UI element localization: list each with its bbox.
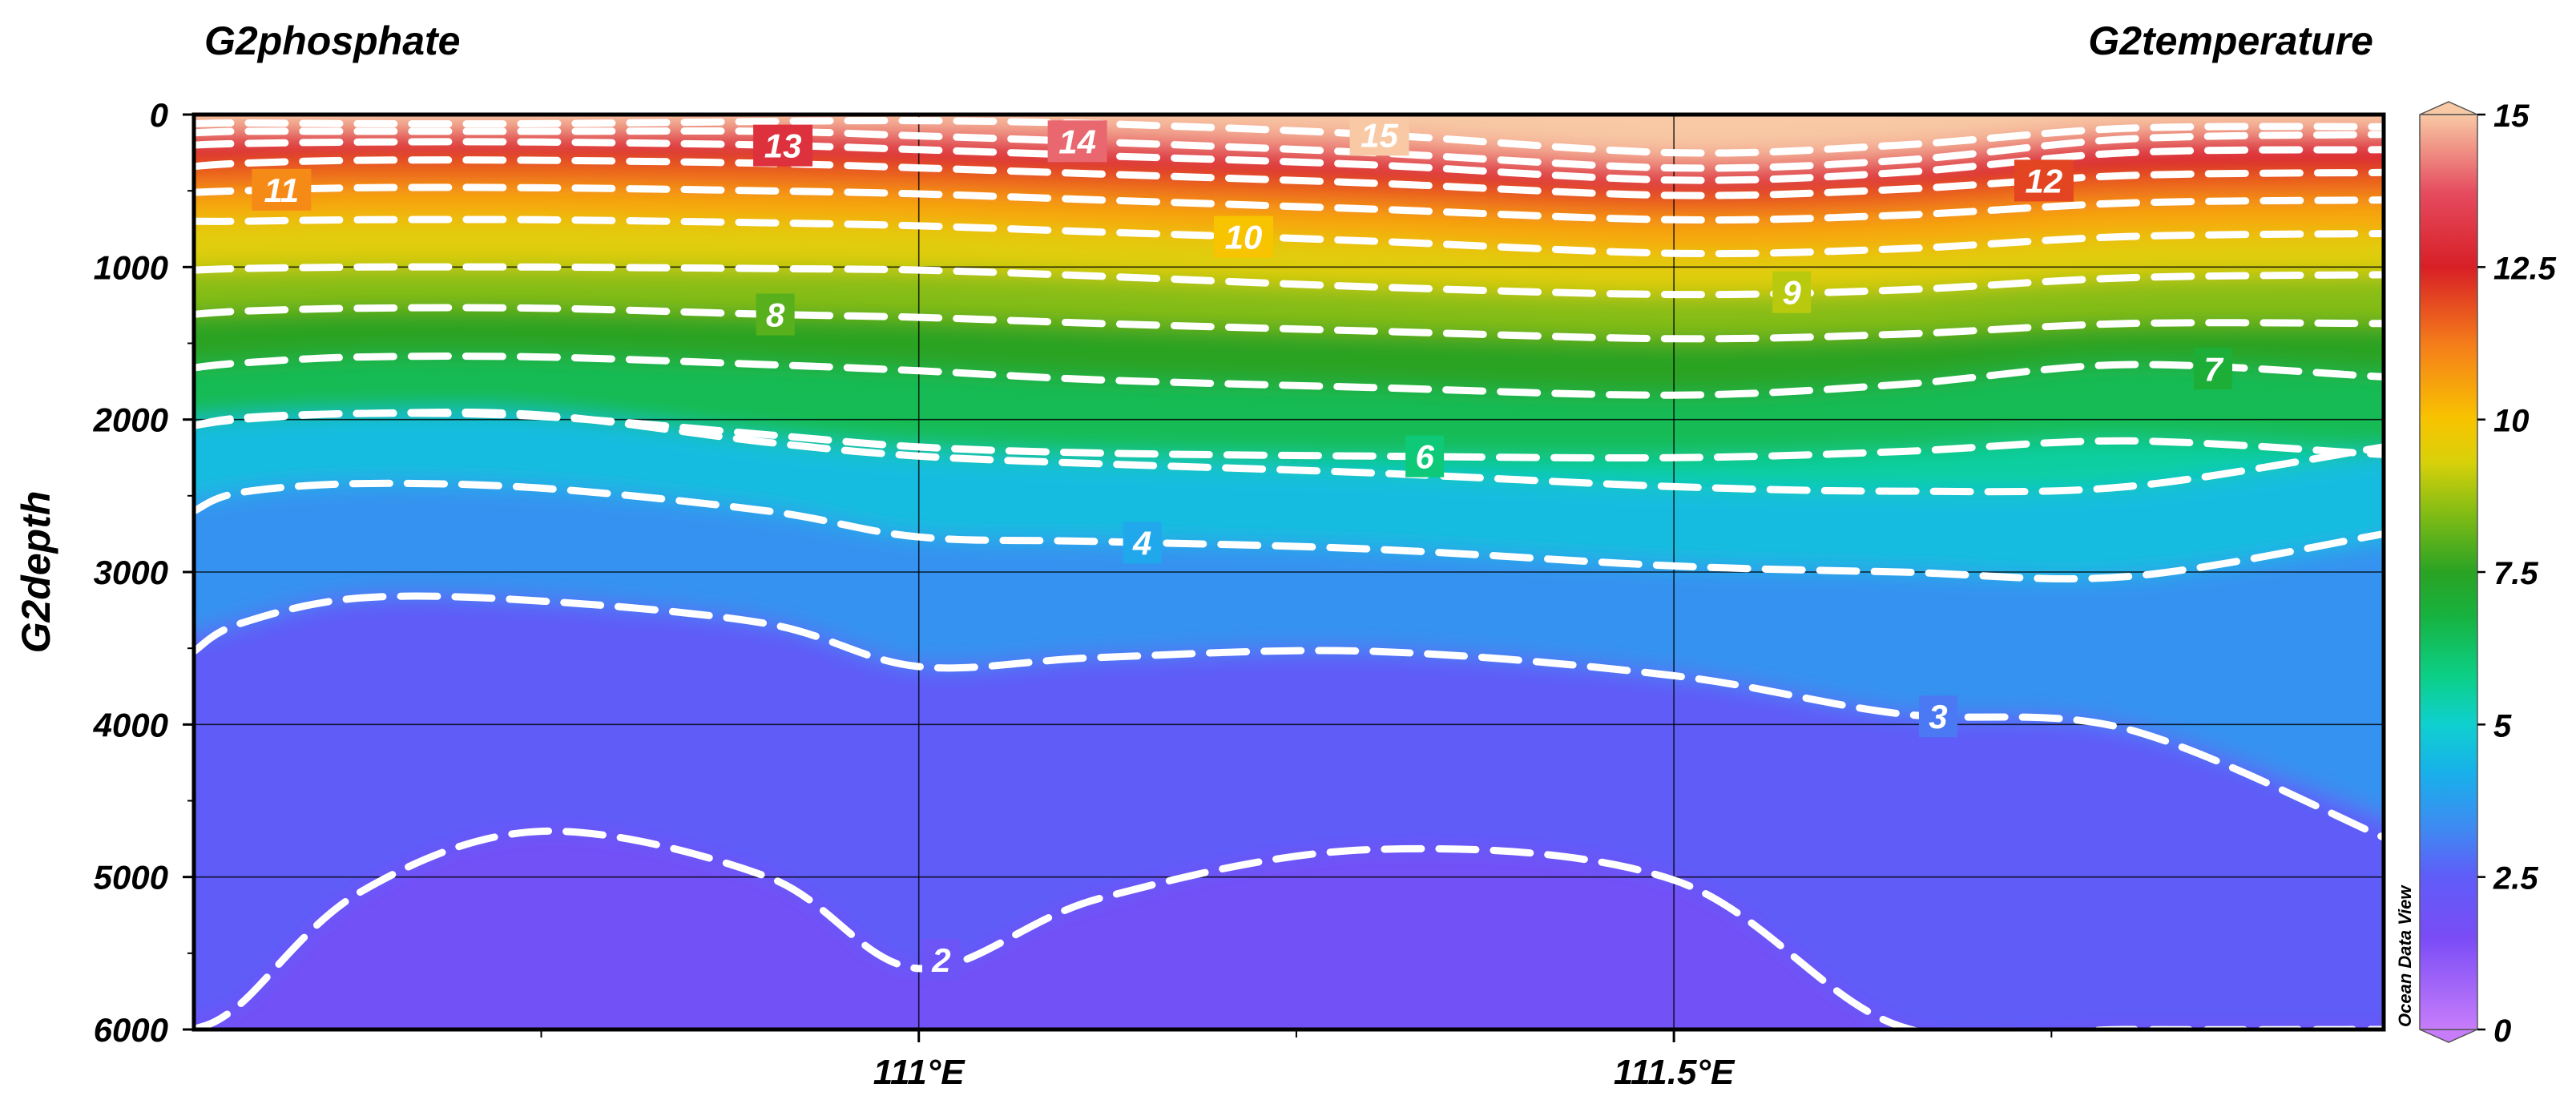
contour-label-6: 6 [1415,438,1434,476]
contour-label-bg [1772,271,1812,313]
contour-line-12 [194,156,2384,199]
colorbar-bottom-arrow [2419,1029,2478,1043]
contour-label-bg [921,938,961,981]
contour-line-13 [194,138,2384,184]
x-tick-label: 111°E [873,1053,965,1092]
y-tick-label: 4000 [93,706,168,743]
contour-line-15 [194,116,2384,157]
y-axis-label: G2depth [14,491,58,654]
contour-line-7 [194,353,2384,399]
watermark: Ocean Data View [2395,884,2415,1027]
contour-line-8 [194,304,2384,343]
y-tick-label: 6000 [94,1011,168,1049]
y-tick-label: 0 [150,96,168,134]
contour-label-bg [1405,435,1445,477]
y-tick-label: 2000 [93,401,168,439]
y-tick-label: 3000 [94,554,168,591]
colorbar-tick-label: 10 [2493,404,2530,439]
contour-label-10: 10 [1225,219,1263,256]
contour-line-11 [194,183,2384,224]
contour-label-8: 8 [766,296,785,334]
x-tick-label: 111.5°E [1614,1053,1735,1092]
contour-label-bg [2014,159,2074,202]
temperature-field [194,115,2384,1029]
contour-label-12: 12 [2026,162,2063,199]
contour-label-bg [252,168,312,211]
contour-label-13: 13 [764,127,802,165]
colorbar-bar [2419,114,2478,1030]
colorbar-tick-label: 15 [2493,99,2530,134]
contour-label-bg [1047,120,1107,163]
contour-label-bg [1213,216,1273,258]
contour-label-bg [756,293,795,336]
contour-line-2 [194,827,2384,1029]
contour-label-14: 14 [1058,123,1096,160]
contour-line-10 [194,216,2384,258]
y-tick-label: 5000 [94,859,168,896]
contour-label-11: 11 [264,171,300,209]
contour-label-bg [1918,695,1957,738]
y-axis-ticks: 0 1000 2000 3000 4000 5000 6000 [93,96,194,1049]
contour-labels: 15 14 13 12 11 10 9 8 7 6 4 3 2 [252,114,2233,981]
contour-line-3 [194,592,2384,841]
colorbar-tick-label: 5 [2493,708,2512,743]
contour-label-4: 4 [1132,524,1151,562]
contour-line-14 [194,127,2384,172]
colorbar-tick-label: 2.5 [2493,861,2538,896]
colorbar-tick-label: 0 [2493,1013,2511,1049]
contour-label-15: 15 [1361,116,1398,154]
colorbar-tick-label: 12.5 [2493,251,2557,286]
contour-line-9 [194,263,2384,299]
x-axis-ticks: 111°E 111.5°E [540,1029,2053,1092]
contour-label-3: 3 [1929,698,1947,735]
contour-label-bg [753,124,813,167]
contour-label-bg [1349,114,1409,156]
contour-label-7: 7 [2203,350,2223,388]
title-left: G2phosphate [204,18,460,63]
contour-line-5 [194,408,2384,496]
contour-label-bg [2194,348,2233,390]
y-tick-label: 1000 [94,248,168,286]
colorbar-tick-label: 7.5 [2493,556,2538,591]
contour-label-bg [1123,522,1162,564]
colorbar-top-arrow [2419,101,2478,115]
colorbar: 0 2.5 5 7.5 10 12.5 15 [2419,99,2557,1049]
title-right: G2temperature [2088,18,2373,63]
contour-label-9: 9 [1782,274,1801,312]
contour-label-2: 2 [931,941,950,979]
